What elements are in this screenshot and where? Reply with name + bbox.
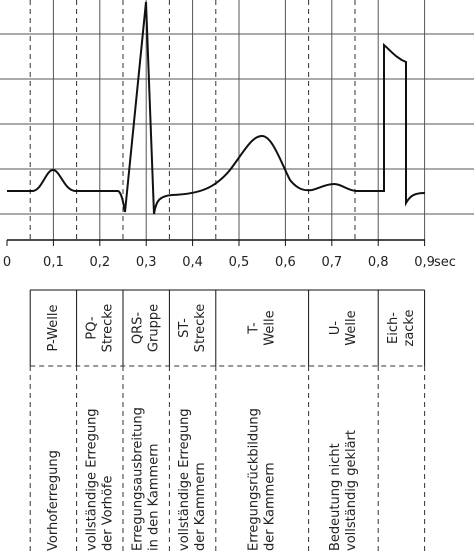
column-description: der Kammern [193, 462, 208, 551]
tick-label: 0 [3, 255, 11, 270]
column-description: Erregungsausbreitung [131, 407, 146, 551]
column-header: Gruppe [147, 304, 162, 352]
column-header: Welle [344, 310, 359, 345]
column-header: Welle [263, 310, 278, 345]
tick-label: 0,1 [43, 255, 64, 270]
tick-label: 0,6 [275, 255, 296, 270]
column-description: Erregungsrückbildung [247, 408, 262, 551]
tick-label: 0,4 [182, 255, 203, 270]
column-header: Strecke [193, 304, 208, 353]
column-description: Bedeutung nicht [328, 443, 343, 551]
axis-unit: sec [434, 255, 456, 270]
column-header: QRS- [131, 312, 146, 345]
column-header: PQ- [84, 316, 99, 339]
column-description: in den Kammern [147, 443, 162, 551]
column-header: T- [247, 322, 262, 335]
column-description: vollständige Erregung [177, 408, 192, 551]
column-header: P-Welle [46, 304, 61, 351]
tick-label: 0,5 [229, 255, 250, 270]
column-description: vollständige Erregung [84, 408, 99, 551]
tick-label: 0,2 [89, 255, 110, 270]
column-description: der Vorhöfe [100, 476, 115, 551]
tick-label: 0,9 [414, 255, 435, 270]
grid: 0 0,1 0,2 0,3 0,4 0,5 0,6 0,7 0,8 0,9 sec [0, 0, 474, 270]
column-header: zacke [402, 309, 417, 346]
column-header: U- [328, 321, 343, 336]
column-header: Strecke [100, 304, 115, 353]
column-description: Vorhoferregung [46, 450, 61, 551]
column-header: ST- [177, 318, 192, 338]
column-header: Eich- [386, 312, 401, 344]
tick-label: 0,3 [136, 255, 157, 270]
tick-label: 0,7 [321, 255, 342, 270]
column-description: der Kammern [263, 462, 278, 551]
table: P-Welle PQ- Strecke QRS- Gruppe ST- Strecke T- W… [29, 289, 426, 555]
column-description: vollständig geklärt [344, 430, 359, 551]
ecg-waveform [7, 1, 426, 215]
tick-label: 0,8 [368, 255, 389, 270]
